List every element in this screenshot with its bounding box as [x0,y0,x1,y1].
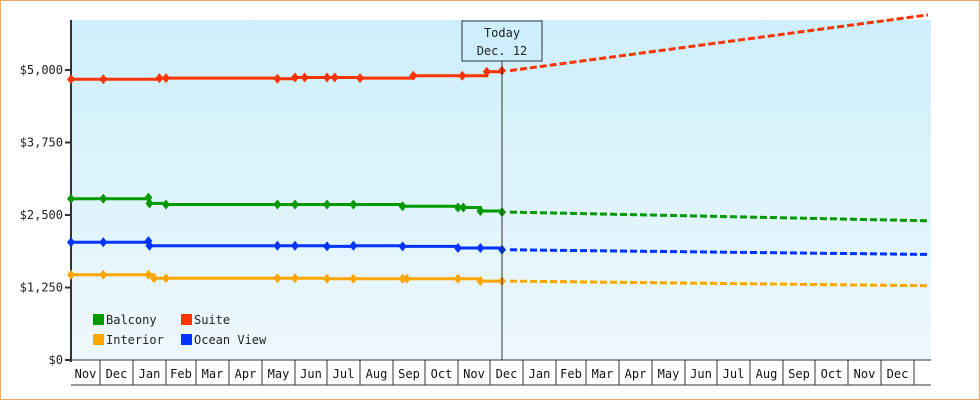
data-point[interactable] [349,240,358,251]
x-tick-label: Feb [170,367,192,381]
y-tick-label: $3,750 [20,136,63,150]
x-tick-label: Dec [496,367,518,381]
x-tick-label: Dec [887,367,909,381]
data-point[interactable] [291,273,299,284]
legend-swatch [93,314,104,325]
data-point[interactable] [67,193,75,204]
x-tick-label: Mar [592,367,614,381]
data-point[interactable] [454,243,462,254]
data-point[interactable] [291,240,299,251]
legend-swatch [93,334,104,345]
data-point[interactable] [330,72,339,83]
data-point[interactable] [323,199,331,210]
x-tick-label: Nov [854,367,876,381]
x-tick-label: Jan [529,367,551,381]
x-tick-label: Mar [202,367,224,381]
forecast-line-suite [509,13,929,73]
x-tick-label: Aug [366,367,388,381]
data-point[interactable] [482,66,491,77]
data-point[interactable] [476,276,485,287]
today-label: Today [484,26,520,40]
x-tick-label: Jun [690,367,712,381]
data-point[interactable] [323,273,331,284]
data-point[interactable] [145,240,154,251]
data-point[interactable] [349,199,358,210]
data-point[interactable] [273,240,282,251]
x-tick-label: Jan [139,367,161,381]
x-tick-label: Jul [723,367,745,381]
y-tick-label: $1,250 [20,281,63,295]
data-point[interactable] [162,199,170,210]
x-tick-label: May [268,367,290,381]
data-point[interactable] [67,74,75,85]
y-axis: $0 $1,250 $2,500 $3,750 $5,000 [20,20,72,367]
data-point[interactable] [323,72,331,83]
data-point[interactable] [273,199,282,210]
data-point[interactable] [162,73,170,84]
data-point[interactable] [323,241,331,252]
data-point[interactable] [398,201,407,212]
data-point[interactable] [273,73,282,84]
legend-item-balcony[interactable]: Balcony [106,313,157,327]
data-point[interactable] [99,193,108,204]
data-point[interactable] [300,72,309,83]
x-tick-label: Jul [333,367,355,381]
data-point[interactable] [67,269,75,280]
data-point[interactable] [454,202,462,213]
data-point[interactable] [356,73,364,84]
data-point[interactable] [402,273,411,284]
today-marker: Today Dec. 12 [461,20,543,360]
data-point[interactable] [291,72,299,83]
data-point[interactable] [155,73,164,84]
data-point[interactable] [145,198,154,209]
data-point[interactable] [458,70,467,81]
x-tick-label: Sep [788,367,810,381]
x-tick-label: Oct [431,367,453,381]
x-tick-label: Aug [756,367,778,381]
y-tick-label: $0 [49,353,63,367]
x-tick-label: May [658,367,680,381]
data-point[interactable] [162,273,170,284]
data-point[interactable] [409,70,418,81]
x-tick-label: Nov [463,367,485,381]
x-tick-label: Feb [560,367,582,381]
x-tick-label: Jun [300,367,322,381]
data-point[interactable] [476,243,485,254]
data-point[interactable] [99,237,108,248]
x-tick-label: Sep [398,367,420,381]
data-point[interactable] [459,202,468,213]
data-point[interactable] [144,269,153,280]
data-point[interactable] [476,205,485,216]
x-tick-label: Apr [625,367,647,381]
data-point[interactable] [99,269,108,280]
x-tick-label: Dec [106,367,128,381]
legend-item-suite[interactable]: Suite [194,313,230,327]
series-layer [67,13,929,288]
x-axis: Nov Dec Jan Feb Mar Apr May Jun Jul Aug Sep Oct Nov D… [71,359,931,386]
data-point[interactable] [398,273,407,284]
data-point[interactable] [454,273,462,284]
today-callout [461,20,543,62]
today-date: Dec. 12 [477,44,528,58]
data-point[interactable] [291,199,299,210]
legend-item-ocean-view[interactable]: Ocean View [194,333,267,347]
data-point[interactable] [398,241,407,252]
x-tick-label: Apr [235,367,257,381]
y-tick-label: $5,000 [20,63,63,77]
data-point[interactable] [149,273,158,284]
legend-swatch [181,334,192,345]
x-tick-label: Oct [821,367,843,381]
data-point[interactable] [273,273,282,284]
legend: Balcony Suite Interior Ocean View [93,313,267,347]
y-tick-label: $2,500 [20,208,63,222]
data-point[interactable] [99,74,108,85]
legend-item-interior[interactable]: Interior [106,333,164,347]
data-point[interactable] [67,237,75,248]
x-tick-label: Nov [75,367,97,381]
data-point[interactable] [349,273,358,284]
legend-swatch [181,314,192,325]
